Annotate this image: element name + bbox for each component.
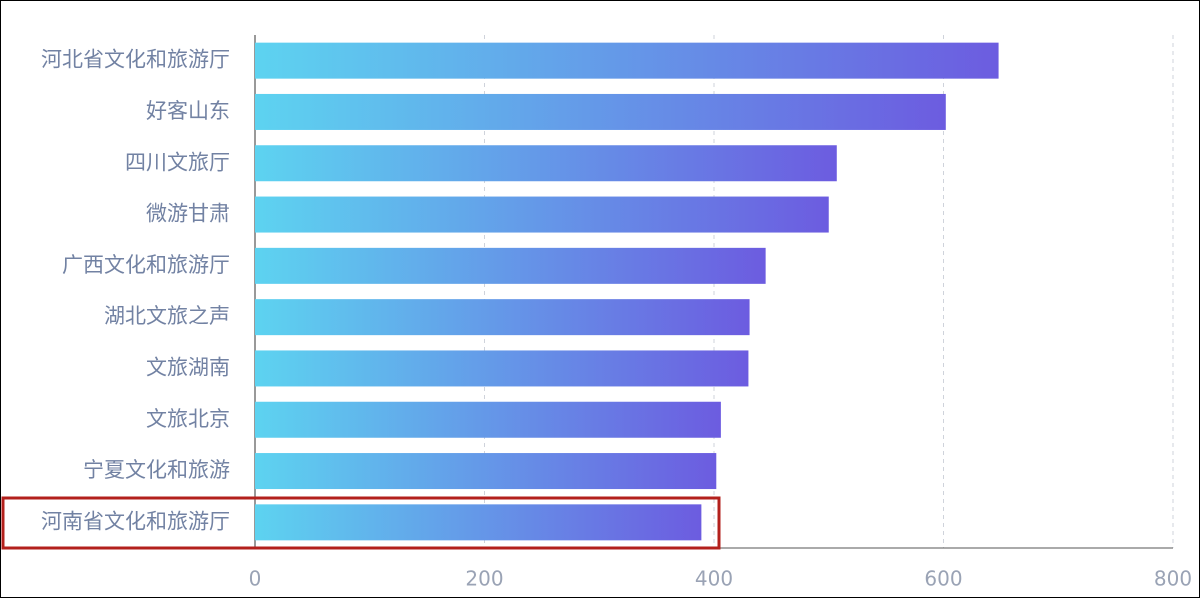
x-tick-label: 0 — [249, 567, 262, 591]
y-tick-label: 文旅湖南 — [146, 355, 230, 379]
x-tick-label: 200 — [465, 567, 503, 591]
y-tick-label: 好客山东 — [146, 99, 230, 123]
x-tick-label: 600 — [924, 567, 962, 591]
y-tick-label: 湖北文旅之声 — [104, 304, 230, 328]
y-tick-label: 文旅北京 — [146, 407, 230, 431]
bar — [255, 350, 749, 387]
x-tick-label: 800 — [1154, 567, 1192, 591]
y-tick-label: 宁夏文化和旅游 — [83, 458, 230, 482]
bar — [255, 504, 702, 541]
bar — [255, 299, 750, 336]
y-tick-label: 广西文化和旅游厅 — [62, 253, 230, 277]
bar — [255, 247, 766, 284]
highlight-box — [1, 496, 721, 550]
bar — [255, 93, 946, 130]
y-tick-label: 河北省文化和旅游厅 — [41, 48, 230, 72]
bar — [255, 196, 829, 233]
y-tick-label: 四川文旅厅 — [125, 150, 230, 174]
y-tick-label: 微游甘肃 — [146, 202, 230, 226]
y-tick-label: 河南省文化和旅游厅 — [41, 509, 230, 533]
bar — [255, 453, 717, 490]
x-tick-label: 400 — [695, 567, 733, 591]
bar — [255, 401, 721, 438]
bar — [255, 145, 837, 182]
bar — [255, 42, 999, 79]
